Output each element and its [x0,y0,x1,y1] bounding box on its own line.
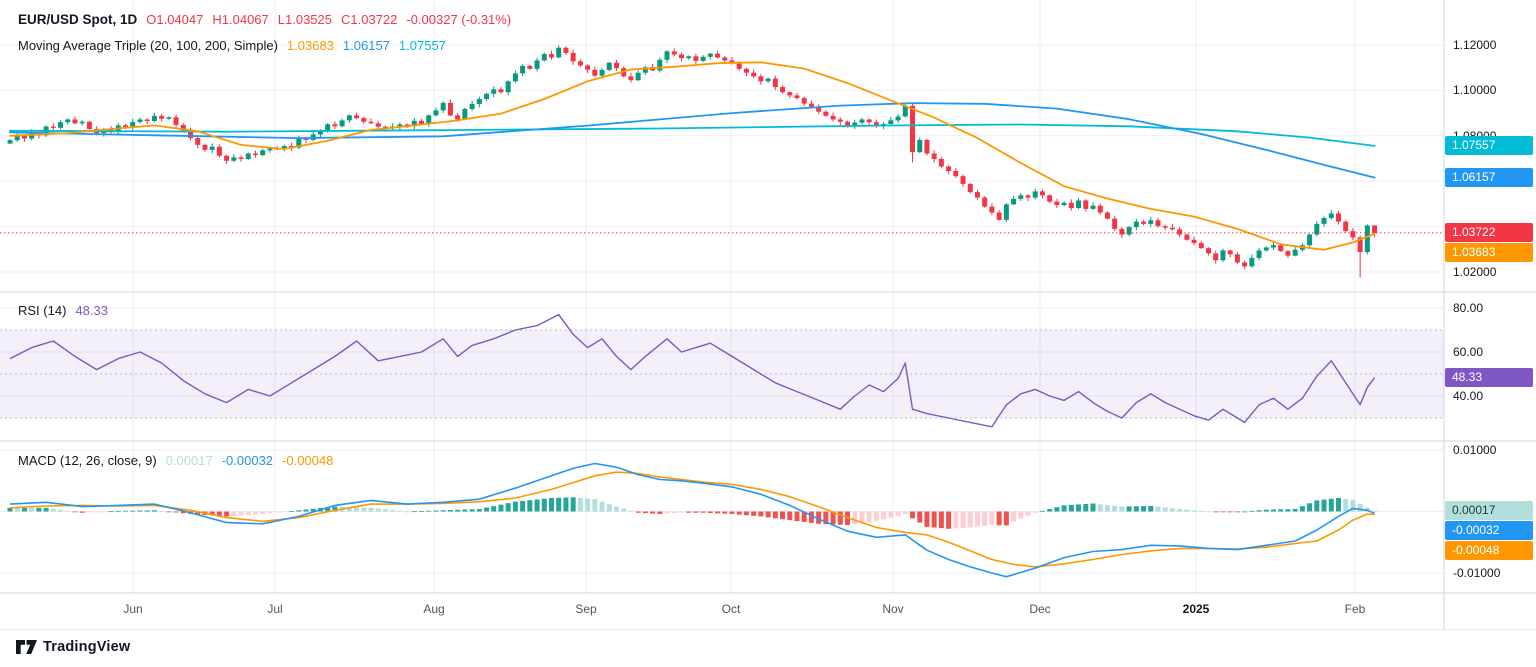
ohlc-close-value: C1.03722 [341,12,398,27]
ohlc-high-value: H1.04067 [212,12,269,27]
ma100-value: 1.06157 [342,38,390,53]
chart-canvas[interactable] [0,0,1536,630]
price-axis-label: 60.00 [1453,345,1484,359]
ma-indicator-title[interactable]: Moving Average Triple (20, 100, 200, Sim… [18,38,278,53]
rsi-band [0,329,1444,419]
time-axis-label: Jul [267,602,283,616]
price-badge: 48.33 [1445,368,1533,387]
price-badge: 1.03722 [1445,223,1533,242]
ohlc-change-value: -0.00327 (-0.31%) [406,12,512,27]
ma-legend: Moving Average Triple (20, 100, 200, Sim… [18,38,446,53]
price-axis-label: 1.10000 [1453,83,1497,97]
ohlc-open-value: O1.04047 [146,12,204,27]
macd-signal-value: -0.00048 [282,453,334,468]
ma200-value: 1.07557 [398,38,446,53]
time-axis-label: Jun [123,602,143,616]
time-axis-label: 2025 [1182,602,1210,616]
price-badge: 1.06157 [1445,168,1533,187]
macd-hist-value: 0.00017 [165,453,213,468]
price-badge: 0.00017 [1445,501,1533,520]
price-badge: -0.00048 [1445,541,1533,560]
time-axis-label: Nov [882,602,904,616]
rs-line[interactable] [9,313,1376,428]
price-axis-label: 0.01000 [1453,443,1497,457]
rsi-value: 48.33 [75,303,108,318]
macd-legend: MACD (12, 26, close, 9) 0.00017 -0.00032… [18,453,333,468]
rsi-legend: RSI (14) 48.33 [18,303,108,318]
grid-lines [0,0,1444,593]
time-axis-label: Aug [423,602,445,616]
symbol-legend: EUR/USD Spot, 1D O1.04047 H1.04067 L1.03… [18,12,511,27]
price-axis-label: 80.00 [1453,301,1484,315]
panel-separators [0,0,1536,630]
ohlc-low-value: L1.03525 [277,12,332,27]
time-axis-label: Feb [1344,602,1366,616]
price-badge: 1.07557 [1445,136,1533,155]
time-axis-label: Oct [721,602,741,616]
tradingview-logo-icon [16,639,37,654]
time-axis-label: Dec [1029,602,1051,616]
tradingview-brand-text: TradingView [43,639,131,655]
time-scale[interactable]: Jun Jul Aug Sep Oct Nov Dec 2025 Feb [0,593,1444,630]
time-axis-label: Sep [575,602,597,616]
price-axis-label: 1.02000 [1453,265,1497,279]
price-scale[interactable]: 1.120001.100001.080001.0200080.0060.0040… [1444,0,1536,630]
rsi-indicator-title[interactable]: RSI (14) [18,303,67,318]
macd-line-value: -0.00032 [221,453,274,468]
moving-average-lines[interactable] [9,61,1376,251]
candlestick-series[interactable] [7,45,1378,278]
ma20-value: 1.03683 [286,38,334,53]
macd-indicator-title[interactable]: MACD (12, 26, close, 9) [18,453,157,468]
macd-histogram[interactable] [7,497,1378,529]
macd-lines[interactable] [9,462,1375,578]
price-axis-label: 40.00 [1453,389,1484,403]
symbol-title[interactable]: EUR/USD Spot, 1D [18,12,138,27]
price-axis-label: -0.01000 [1453,566,1501,580]
tradingview-attribution[interactable]: TradingView [16,639,130,655]
price-axis-label: 1.12000 [1453,38,1497,52]
price-badge: -0.00032 [1445,521,1533,540]
price-badge: 1.03683 [1445,243,1533,262]
